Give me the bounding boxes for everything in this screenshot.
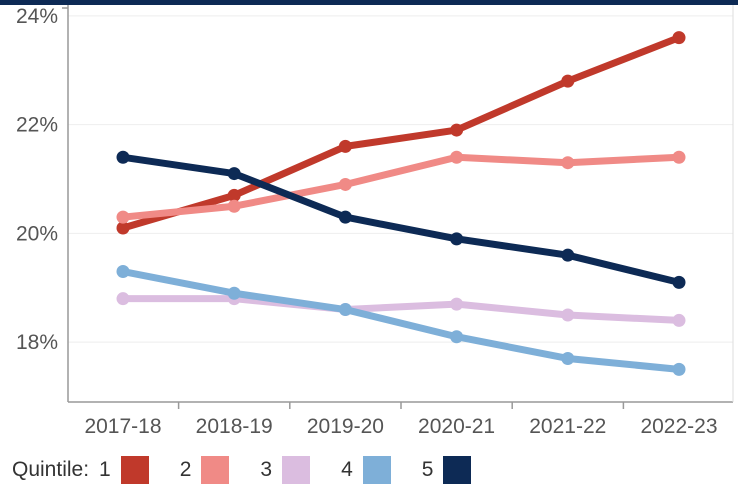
- series-line-2: [119, 153, 683, 221]
- data-point-3-3: [450, 297, 464, 311]
- y-tick-label: 18%: [16, 331, 58, 354]
- data-point-1-0: [116, 221, 130, 235]
- data-point-4-5: [672, 362, 686, 376]
- series-lines: [116, 31, 686, 376]
- data-point-1-3: [450, 123, 464, 137]
- x-tick-label: 2019-20: [307, 415, 384, 438]
- data-point-2-2: [338, 177, 352, 191]
- legend-swatch: [282, 456, 311, 484]
- legend-label: 4: [341, 458, 353, 481]
- data-point-2-3: [450, 150, 464, 164]
- data-point-3-4: [561, 308, 575, 322]
- x-tick-label: 2018-19: [196, 415, 273, 438]
- legend-items: 1 2 3 4 5: [99, 456, 502, 484]
- data-point-5-3: [450, 232, 464, 246]
- series-2: [116, 150, 686, 224]
- data-point-2-5: [672, 150, 686, 164]
- y-tick-label: 24%: [16, 5, 58, 28]
- data-point-4-1: [227, 286, 241, 300]
- legend-swatch: [201, 456, 230, 484]
- data-point-5-1: [227, 167, 241, 181]
- legend-item-1: 1: [99, 456, 149, 484]
- legend-label: 5: [421, 458, 434, 481]
- legend-title: Quintile:: [12, 458, 90, 481]
- legend-item-5: 5: [422, 456, 472, 484]
- x-tick-label: 2017-18: [84, 415, 161, 438]
- series-line-5: [119, 153, 683, 286]
- x-tick-label: 2020-21: [418, 415, 495, 438]
- legend-swatch: [362, 456, 391, 484]
- data-point-2-0: [116, 210, 130, 224]
- legend-label: 3: [260, 458, 273, 481]
- data-point-3-0: [116, 292, 130, 306]
- x-tick-label: 2021-22: [529, 415, 606, 438]
- legend-swatch: [443, 456, 472, 484]
- data-point-1-1: [227, 188, 241, 202]
- data-point-2-4: [561, 156, 575, 170]
- data-point-1-2: [338, 139, 352, 153]
- line-chart: 18% 20% 22% 24% 2017-18 2018-19 2019-20 2020-21…: [16, 5, 734, 438]
- legend: Quintile: 1 2 3 4 5: [12, 452, 502, 488]
- legend-item-4: 4: [341, 456, 391, 484]
- legend-label: 2: [179, 458, 192, 481]
- data-point-1-5: [672, 31, 686, 45]
- legend-item-2: 2: [180, 456, 230, 484]
- top-rule: [0, 0, 738, 5]
- series-1: [116, 31, 686, 235]
- legend-label: 1: [99, 458, 111, 481]
- series-line-3: [119, 295, 683, 324]
- series-5: [116, 150, 686, 289]
- y-tick-label: 22%: [16, 114, 58, 137]
- axes: [62, 5, 734, 409]
- data-point-1-4: [561, 74, 575, 88]
- data-point-3-5: [672, 313, 686, 327]
- y-tick-label: 20%: [16, 222, 58, 245]
- data-point-2-1: [227, 199, 241, 213]
- data-point-5-2: [338, 210, 352, 224]
- data-point-5-0: [116, 150, 130, 164]
- x-tick-label: 2022-23: [640, 415, 717, 438]
- tick-labels: 18% 20% 22% 24% 2017-18 2018-19 2019-20 2020-21…: [16, 5, 718, 438]
- data-point-4-4: [561, 351, 575, 365]
- series-line-4: [119, 267, 683, 373]
- data-point-4-2: [338, 303, 352, 317]
- series-line-1: [119, 34, 683, 232]
- data-point-4-0: [116, 264, 130, 278]
- legend-swatch: [120, 456, 149, 484]
- data-point-5-5: [672, 275, 686, 289]
- legend-item-3: 3: [260, 456, 311, 484]
- gridlines: [68, 15, 733, 343]
- data-point-5-4: [561, 248, 575, 262]
- data-point-4-3: [450, 330, 464, 344]
- series-4: [116, 264, 686, 376]
